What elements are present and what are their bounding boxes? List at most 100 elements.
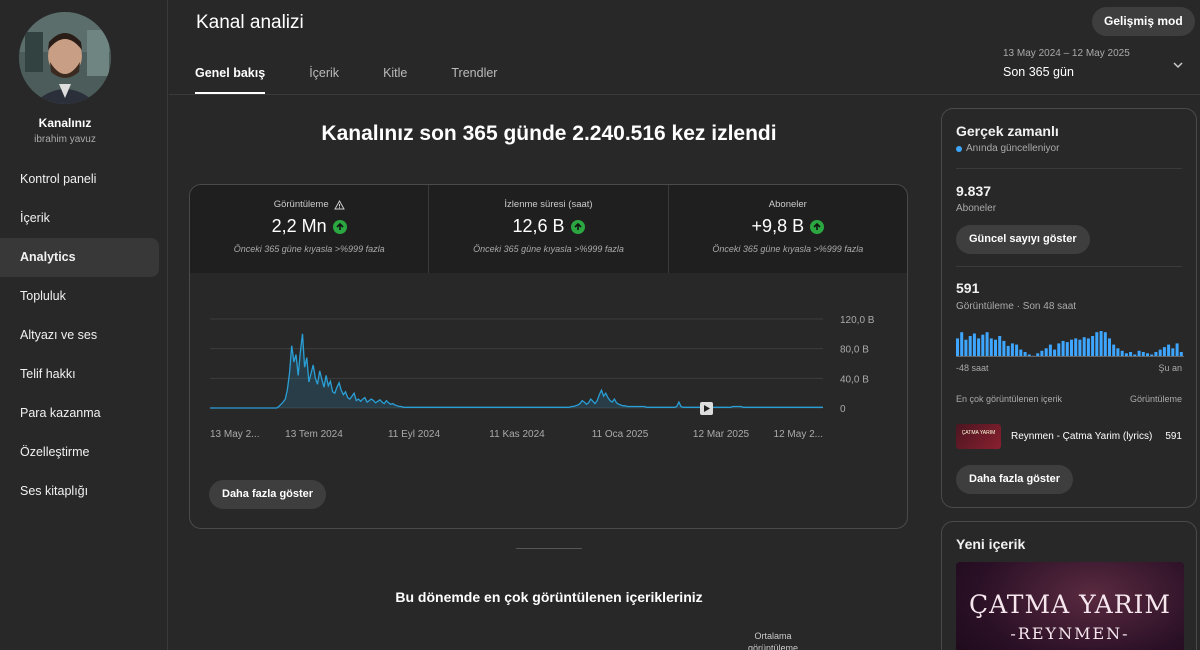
realtime-bar[interactable] (1040, 350, 1044, 357)
realtime-bar[interactable] (1053, 349, 1057, 357)
metric-subscribers[interactable]: Aboneler +9,8 B Önceki 365 güne kıyasla … (668, 185, 907, 273)
tab-audience[interactable]: Kitle (383, 66, 408, 80)
realtime-bar[interactable] (1065, 342, 1069, 357)
metric-subscribers-label: Aboneler (768, 199, 807, 210)
realtime-bar[interactable] (972, 333, 976, 358)
realtime-bar[interactable] (1074, 338, 1078, 357)
video-thumbnail[interactable]: ÇATMA YARIM (956, 424, 1001, 449)
realtime-bar[interactable] (1129, 352, 1133, 357)
realtime-bar[interactable] (998, 336, 1002, 357)
tab-overview[interactable]: Genel bakış (195, 66, 266, 94)
realtime-bar[interactable] (1150, 354, 1154, 358)
realtime-bar[interactable] (1015, 344, 1019, 357)
sidebar-item-para-kazanma[interactable]: Para kazanma (20, 406, 101, 420)
realtime-bar[interactable] (1112, 344, 1116, 357)
avatar[interactable] (19, 12, 111, 104)
realtime-bar[interactable] (1167, 344, 1171, 357)
realtime-bar[interactable] (956, 338, 959, 357)
realtime-bar[interactable] (1027, 354, 1031, 358)
metric-views-value: 2,2 Mn (271, 216, 327, 236)
realtime-bar[interactable] (1179, 352, 1183, 357)
realtime-bar[interactable] (1154, 352, 1158, 357)
sidebar: Kanalınız ibrahim yavuz Kontrol paneli İ… (0, 0, 168, 650)
realtime-card: Gerçek zamanlı Anında güncelleniyor 9.83… (941, 108, 1197, 508)
play-icon (704, 405, 710, 412)
realtime-bar[interactable] (1133, 354, 1137, 358)
realtime-bar[interactable] (1070, 339, 1073, 357)
advanced-mode-button[interactable]: Gelişmiş mod (1092, 7, 1195, 36)
sidebar-item-kontrol-paneli[interactable]: Kontrol paneli (20, 172, 97, 186)
realtime-live-indicator: Anında güncelleniyor (956, 143, 1059, 154)
metric-subscribers-label-row: Aboneler (669, 199, 907, 210)
realtime-bar[interactable] (968, 336, 972, 357)
sidebar-item-icerik[interactable]: İçerik (20, 211, 50, 225)
realtime-bar[interactable] (1082, 337, 1086, 357)
realtime-bar[interactable] (964, 339, 968, 357)
realtime-bar[interactable] (1057, 343, 1061, 357)
sidebar-item-topluluk[interactable]: Topluluk (20, 289, 66, 303)
realtime-bar[interactable] (1078, 339, 1082, 357)
realtime-bar-chart[interactable] (956, 329, 1184, 357)
average-views-column-header[interactable]: Ortalama görüntüleme (748, 630, 798, 650)
sidebar-item-ozellestirme[interactable]: Özelleştirme (20, 445, 90, 459)
realtime-bar[interactable] (1006, 345, 1010, 357)
realtime-bar[interactable] (985, 332, 989, 357)
realtime-bar[interactable] (1036, 353, 1040, 357)
chevron-down-icon[interactable] (1171, 58, 1185, 72)
show-more-button[interactable]: Daha fazla göster (209, 480, 327, 509)
realtime-bar[interactable] (1103, 332, 1107, 357)
realtime-bar[interactable] (1158, 349, 1162, 357)
date-range[interactable]: 13 May 2024 – 12 May 2025 (1003, 48, 1130, 59)
realtime-title: Gerçek zamanlı (956, 123, 1059, 139)
realtime-bar[interactable] (1146, 353, 1149, 357)
realtime-bar[interactable] (989, 338, 993, 357)
realtime-show-more-button[interactable]: Daha fazla göster (956, 465, 1074, 494)
realtime-bar[interactable] (981, 334, 985, 357)
warning-icon[interactable] (333, 199, 345, 210)
new-content-thumbnail[interactable]: ÇATMA YARIM -REYNMEN- (956, 562, 1184, 650)
realtime-bar[interactable] (1091, 336, 1095, 357)
views-chart[interactable]: 120,0 B 80,0 B 40,0 B 0 13 May 2... 13 Tem 20… (190, 273, 908, 458)
sidebar-item-altyazi-ve-ses[interactable]: Altyazı ve ses (20, 328, 98, 342)
realtime-bar[interactable] (1086, 338, 1090, 357)
realtime-bar[interactable] (1175, 343, 1179, 357)
realtime-bar[interactable] (1124, 353, 1128, 357)
realtime-bar[interactable] (1141, 352, 1145, 357)
overview-card: Görüntüleme 2,2 Mn Önceki 365 güne kıyas… (189, 184, 908, 529)
realtime-bar[interactable] (1010, 343, 1014, 357)
realtime-bar[interactable] (1116, 348, 1120, 357)
tab-trends[interactable]: Trendler (451, 66, 498, 80)
top-video-title[interactable]: Reynmen - Çatma Yarim (lyrics) (1011, 431, 1153, 442)
realtime-bar[interactable] (1023, 352, 1027, 357)
metric-views-label-row: Görüntüleme (190, 199, 428, 210)
realtime-bar[interactable] (1162, 347, 1166, 357)
show-current-count-button[interactable]: Güncel sayıyı göster (956, 225, 1090, 254)
realtime-bar[interactable] (1099, 331, 1103, 357)
sidebar-item-telif-hakki[interactable]: Telif hakkı (20, 367, 76, 381)
realtime-bar[interactable] (977, 338, 981, 357)
realtime-bar[interactable] (1120, 350, 1124, 357)
realtime-bar[interactable] (1137, 350, 1141, 357)
date-selector[interactable]: Son 365 gün (1003, 65, 1074, 79)
realtime-bar[interactable] (1095, 332, 1099, 357)
realtime-bar[interactable] (994, 339, 997, 357)
metric-views[interactable]: Görüntüleme 2,2 Mn Önceki 365 güne kıyas… (190, 185, 430, 273)
top-content-title: Bu dönemde en çok görüntülenen içerikler… (395, 589, 703, 605)
arrow-up-icon (570, 219, 585, 234)
metric-watch-time[interactable]: İzlenme süresi (saat) 12,6 B Önceki 365 … (429, 185, 669, 273)
realtime-bar[interactable] (1108, 338, 1111, 357)
realtime-views-label: Görüntüleme · Son 48 saat (956, 301, 1077, 312)
realtime-bar[interactable] (1019, 349, 1023, 357)
sidebar-item-ses-kitapligi[interactable]: Ses kitaplığı (20, 484, 89, 498)
realtime-bar[interactable] (1171, 348, 1175, 357)
realtime-bar[interactable] (960, 332, 964, 357)
section-divider (516, 548, 582, 549)
views-area (210, 333, 823, 408)
sidebar-item-analytics[interactable]: Analytics (0, 238, 159, 277)
y-tick-label: 40,0 B (840, 374, 869, 385)
realtime-bar[interactable] (1061, 340, 1065, 357)
tab-content[interactable]: İçerik (309, 66, 340, 80)
realtime-bar[interactable] (1002, 340, 1006, 357)
realtime-bar[interactable] (1044, 348, 1048, 357)
realtime-bar[interactable] (1048, 344, 1052, 357)
